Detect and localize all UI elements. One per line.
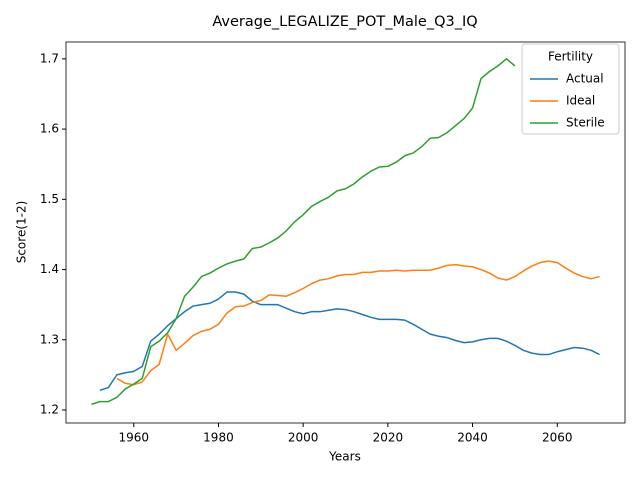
y-tick-label: 1.4 [40, 262, 59, 276]
x-tick-label: 1960 [118, 431, 149, 445]
y-tick-label: 1.5 [40, 192, 59, 206]
legend-title: Fertility [548, 50, 593, 64]
x-tick-label: 2040 [457, 431, 488, 445]
x-axis-label: Years [328, 450, 361, 464]
x-tick-label: 1980 [203, 431, 234, 445]
chart-title: Average_LEGALIZE_POT_Male_Q3_IQ [212, 14, 477, 30]
legend-box [521, 43, 620, 135]
y-tick-label: 1.2 [40, 403, 59, 417]
x-tick-label: 2020 [373, 431, 404, 445]
x-tick-label: 2000 [288, 431, 319, 445]
legend-label: Ideal [566, 94, 595, 108]
legend-label: Actual [566, 72, 604, 86]
y-tick-label: 1.3 [40, 332, 59, 346]
y-axis-label: Score(1-2) [15, 201, 29, 264]
y-tick-label: 1.7 [40, 51, 59, 65]
series-line [99, 291, 600, 392]
plot-frame [65, 41, 626, 424]
series-line [91, 58, 516, 406]
x-tick-label: 2060 [542, 431, 573, 445]
series-line [116, 260, 600, 386]
legend-label: Sterile [566, 116, 605, 130]
y-tick-label: 1.6 [40, 122, 59, 136]
